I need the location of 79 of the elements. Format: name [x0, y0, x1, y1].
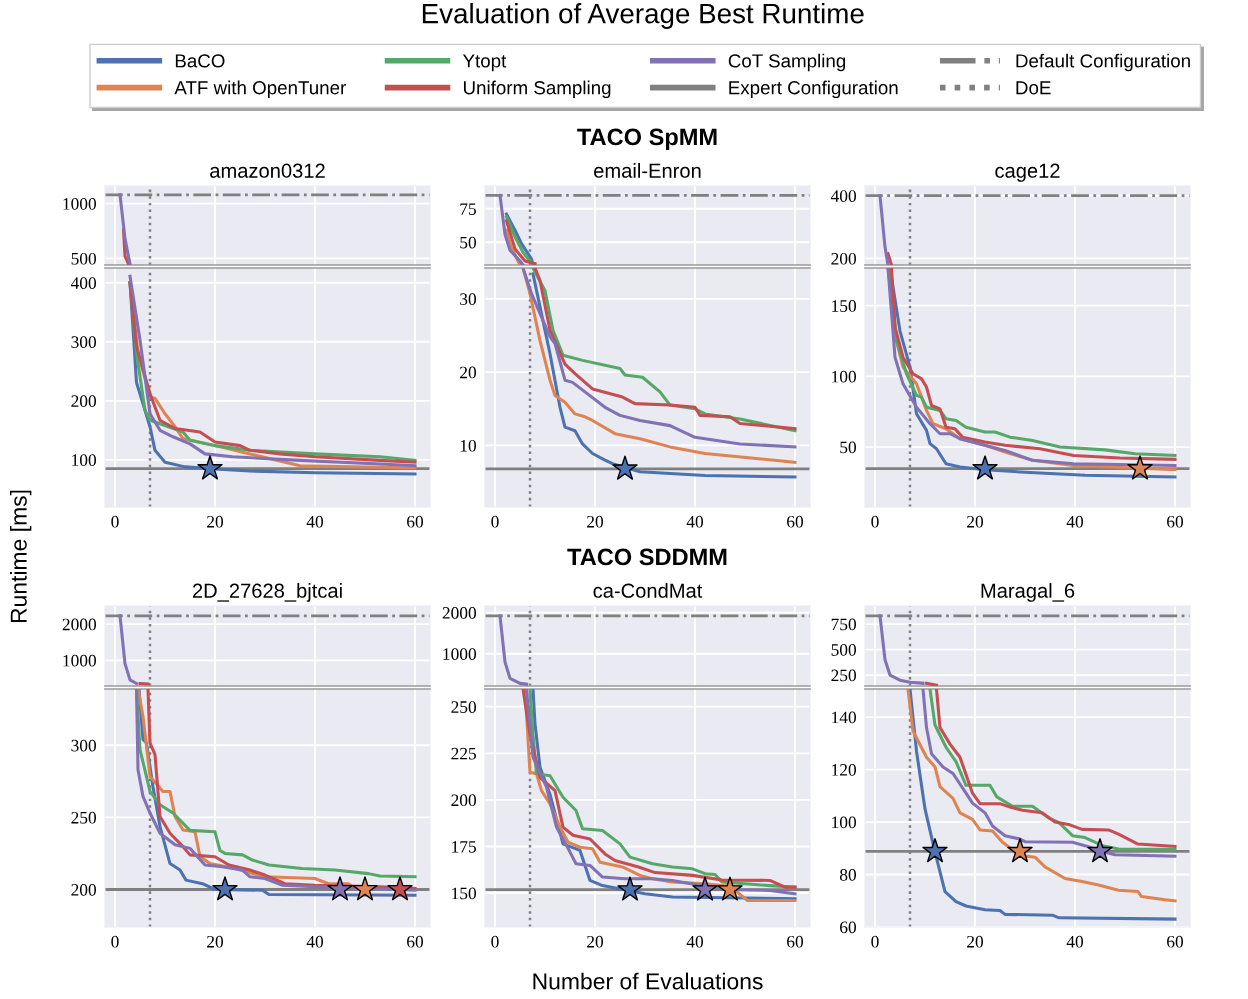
y-tick-label: 100	[832, 370, 856, 383]
x-axis-title: Number of Evaluations	[533, 972, 763, 990]
x-tick-label: 60	[1167, 935, 1184, 948]
x-tick-label: 40	[306, 515, 324, 528]
y-tick-label: 60	[840, 921, 856, 934]
text: TACO SpMM	[577, 128, 717, 150]
chart-title: 2D_27628_bjtcai	[192, 583, 342, 602]
legend-label: DoE	[1016, 81, 1051, 95]
text: TACO SDDMM	[567, 548, 727, 566]
y-tick-label: 150	[832, 300, 856, 312]
chart-title: cage12	[995, 163, 1060, 182]
y-tick-label: 10	[460, 439, 476, 452]
y-tick-label: 1000	[63, 654, 96, 667]
y-tick-label: 120	[832, 764, 856, 776]
x-tick-label: 20	[967, 515, 984, 528]
x-tick-label: 0	[871, 935, 879, 948]
y-tick-label: 750	[831, 618, 856, 631]
chart-title: ca-CondMat	[593, 583, 703, 598]
y-tick-label: 30	[460, 293, 476, 305]
legend-label: Expert Configuration	[729, 80, 898, 99]
x-tick-label: 60	[1167, 515, 1184, 528]
legend-label: BaCO	[175, 54, 225, 68]
y-tick-label: 200	[71, 883, 96, 896]
y-tick-label: 200	[831, 252, 856, 265]
legend-label: CoT Sampling	[728, 53, 846, 72]
chart-title: email-Enron	[594, 163, 701, 178]
x-tick-label: 0	[111, 515, 119, 528]
y-tick-label: 300	[71, 739, 96, 752]
y-tick-label: 50	[460, 236, 476, 249]
chart-title: Maragal_6	[981, 583, 1075, 602]
y-tick-label: 2000	[442, 607, 476, 619]
y-tick-label: 400	[70, 277, 96, 289]
y-tick-label: 50	[840, 441, 856, 454]
x-tick-label: 0	[871, 515, 879, 528]
x-tick-label: 0	[491, 935, 499, 948]
y-tick-label: 200	[71, 395, 96, 407]
x-tick-label: 60	[787, 515, 804, 528]
x-tick-label: 40	[686, 935, 704, 948]
x-tick-label: 60	[407, 515, 424, 528]
y-tick-label: 1000	[63, 198, 96, 210]
y-tick-label: 300	[71, 336, 96, 348]
x-tick-label: 40	[1066, 935, 1084, 948]
y-tick-label: 500	[71, 252, 96, 265]
y-tick-label: 75	[460, 203, 476, 215]
x-tick-label: 40	[306, 935, 324, 948]
legend-label: Default Configuration	[1016, 53, 1190, 72]
x-tick-label: 20	[587, 935, 604, 948]
y-tick-label: 200	[451, 794, 476, 807]
y-tick-label: 1000	[443, 648, 476, 660]
legend-label: Uniform Sampling	[463, 80, 611, 99]
y-tick-label: 175	[452, 841, 476, 853]
y-tick-label: 500	[831, 644, 856, 656]
x-tick-label: 0	[111, 935, 119, 948]
x-tick-label: 40	[1066, 515, 1084, 528]
x-tick-label: 20	[587, 515, 604, 528]
y-tick-label: 250	[451, 701, 476, 713]
y-tick-label: 100	[72, 454, 96, 466]
x-tick-label: 60	[787, 935, 804, 948]
x-tick-label: 0	[491, 515, 499, 528]
x-tick-label: 60	[407, 935, 424, 948]
y-tick-label: 150	[452, 887, 476, 900]
y-tick-label: 250	[71, 811, 96, 824]
legend-label: Ytopt	[462, 54, 507, 72]
y-tick-label: 250	[831, 669, 856, 682]
y-tick-label: 225	[451, 747, 476, 760]
x-tick-label: 20	[207, 515, 224, 528]
x-tick-label: 20	[967, 935, 984, 948]
y-axis-title: Runtime [ms]	[9, 490, 32, 623]
y-tick-label: 140	[832, 711, 856, 724]
legend-label: ATF with OpenTuner	[174, 80, 346, 99]
chart-title: amazon0312	[210, 163, 325, 178]
x-tick-label: 20	[207, 935, 224, 948]
y-tick-label: 20	[460, 366, 476, 379]
y-tick-label: 2000	[62, 618, 96, 631]
y-tick-label: 100	[832, 816, 856, 829]
text: Evaluation of Average Best Runtime	[422, 3, 864, 29]
y-tick-label: 80	[839, 869, 856, 881]
x-tick-label: 40	[686, 515, 704, 528]
y-tick-label: 400	[830, 190, 856, 202]
